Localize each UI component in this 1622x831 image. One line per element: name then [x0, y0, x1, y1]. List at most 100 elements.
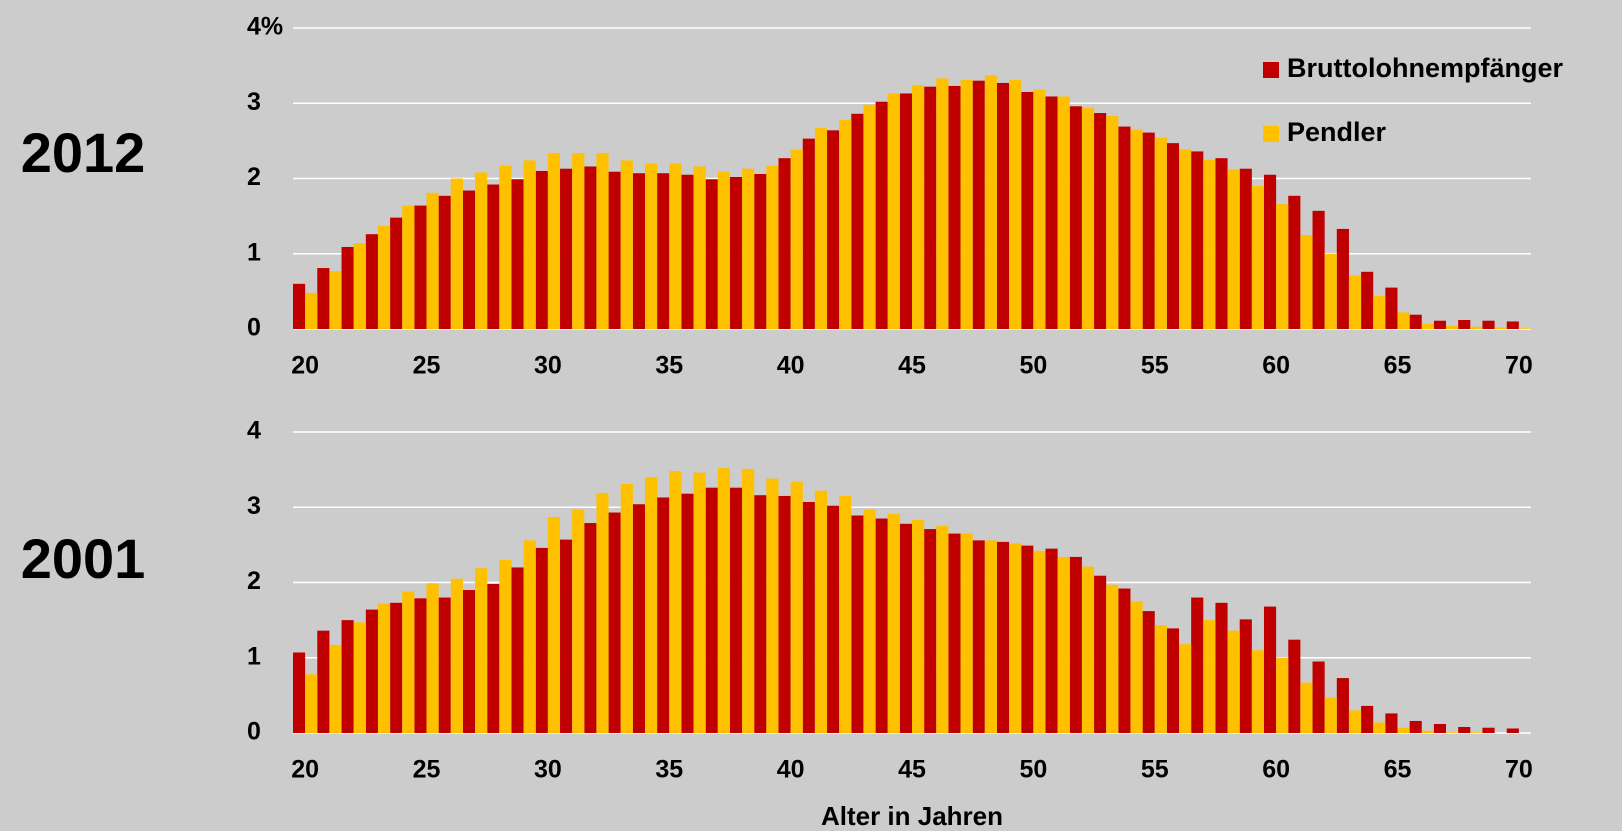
bar: [693, 166, 706, 329]
x-tick-label: 35: [655, 756, 683, 784]
bar: [802, 138, 815, 329]
bar: [887, 93, 900, 329]
x-tick-label: 45: [898, 756, 926, 784]
bar: [887, 514, 900, 733]
x-tick-label: 45: [898, 352, 926, 380]
bar: [499, 165, 512, 329]
bar: [972, 80, 985, 329]
bar: [1094, 575, 1107, 733]
bar: [827, 130, 840, 329]
bar: [1312, 210, 1325, 329]
bar: [560, 168, 573, 329]
bar: [487, 584, 500, 733]
x-tick-label: 20: [291, 756, 319, 784]
bar: [1446, 732, 1459, 733]
bar: [1482, 727, 1495, 733]
bar: [1288, 639, 1301, 733]
bar: [293, 652, 306, 733]
bar: [341, 620, 354, 733]
bar: [341, 246, 354, 329]
bar: [438, 597, 451, 733]
bar: [390, 217, 403, 329]
bar: [426, 583, 439, 733]
x-tick-label: 30: [534, 352, 562, 380]
bar: [1300, 234, 1313, 329]
bar: [572, 152, 585, 329]
bar: [1227, 169, 1240, 329]
bar: [875, 518, 888, 733]
bar: [705, 487, 718, 733]
bar: [1081, 566, 1095, 733]
bar: [1239, 619, 1252, 733]
bar: [984, 75, 997, 329]
bar: [960, 533, 973, 733]
y-tick-label: 0: [247, 314, 261, 342]
bar: [1106, 116, 1119, 329]
bar: [754, 173, 767, 329]
bar: [899, 523, 912, 733]
x-tick-label: 60: [1262, 756, 1290, 784]
bar: [535, 170, 548, 329]
bar: [899, 93, 912, 329]
x-tick-label: 55: [1141, 756, 1169, 784]
bar: [1227, 630, 1240, 733]
y-tick-label: 1: [247, 642, 261, 670]
bar: [657, 497, 670, 733]
bar: [863, 104, 876, 329]
bar: [572, 509, 585, 733]
bar: [293, 283, 306, 329]
bar: [305, 292, 318, 329]
bar: [596, 492, 609, 733]
bar: [1409, 314, 1422, 329]
bar: [1069, 556, 1082, 733]
bar: [1324, 697, 1337, 733]
bar: [317, 630, 330, 733]
bar: [766, 478, 779, 733]
bar: [377, 603, 391, 733]
bar: [402, 591, 415, 733]
bar: [511, 179, 524, 329]
bar: [1179, 149, 1192, 329]
x-tick-label: 70: [1505, 352, 1533, 380]
bar: [1409, 720, 1422, 733]
bar: [729, 487, 743, 733]
bar: [924, 86, 937, 329]
bar: [1021, 91, 1034, 330]
bar: [1312, 661, 1325, 733]
bar: [1203, 159, 1216, 329]
bar: [1263, 174, 1277, 329]
bar: [851, 515, 864, 733]
bar: [1421, 730, 1434, 733]
bar: [1118, 126, 1131, 329]
y-tick-label: 3: [247, 88, 261, 116]
bar: [936, 78, 949, 329]
bar: [475, 172, 488, 329]
bar: [1446, 325, 1459, 329]
bar: [1215, 158, 1228, 329]
bar: [1106, 584, 1119, 733]
bar: [984, 540, 997, 733]
x-tick-label: 55: [1141, 352, 1169, 380]
bar: [511, 567, 524, 733]
bar: [1251, 186, 1264, 329]
bar: [912, 85, 925, 329]
bar: [996, 82, 1010, 330]
bar: [1215, 602, 1228, 733]
bar: [365, 234, 378, 329]
bar: [450, 578, 463, 733]
bar: [1130, 129, 1143, 329]
bar: [1191, 151, 1204, 329]
bar: [948, 533, 961, 733]
bar: [778, 158, 791, 329]
bar: [1433, 320, 1447, 329]
bar: [1045, 548, 1058, 733]
bar: [1118, 588, 1131, 733]
y-tick-label: 4: [247, 417, 261, 445]
bar: [1033, 89, 1046, 329]
x-tick-label: 60: [1262, 352, 1290, 380]
legend-swatch: [1263, 62, 1279, 78]
bar: [705, 179, 718, 329]
bar: [1081, 107, 1095, 329]
bar: [681, 174, 694, 329]
